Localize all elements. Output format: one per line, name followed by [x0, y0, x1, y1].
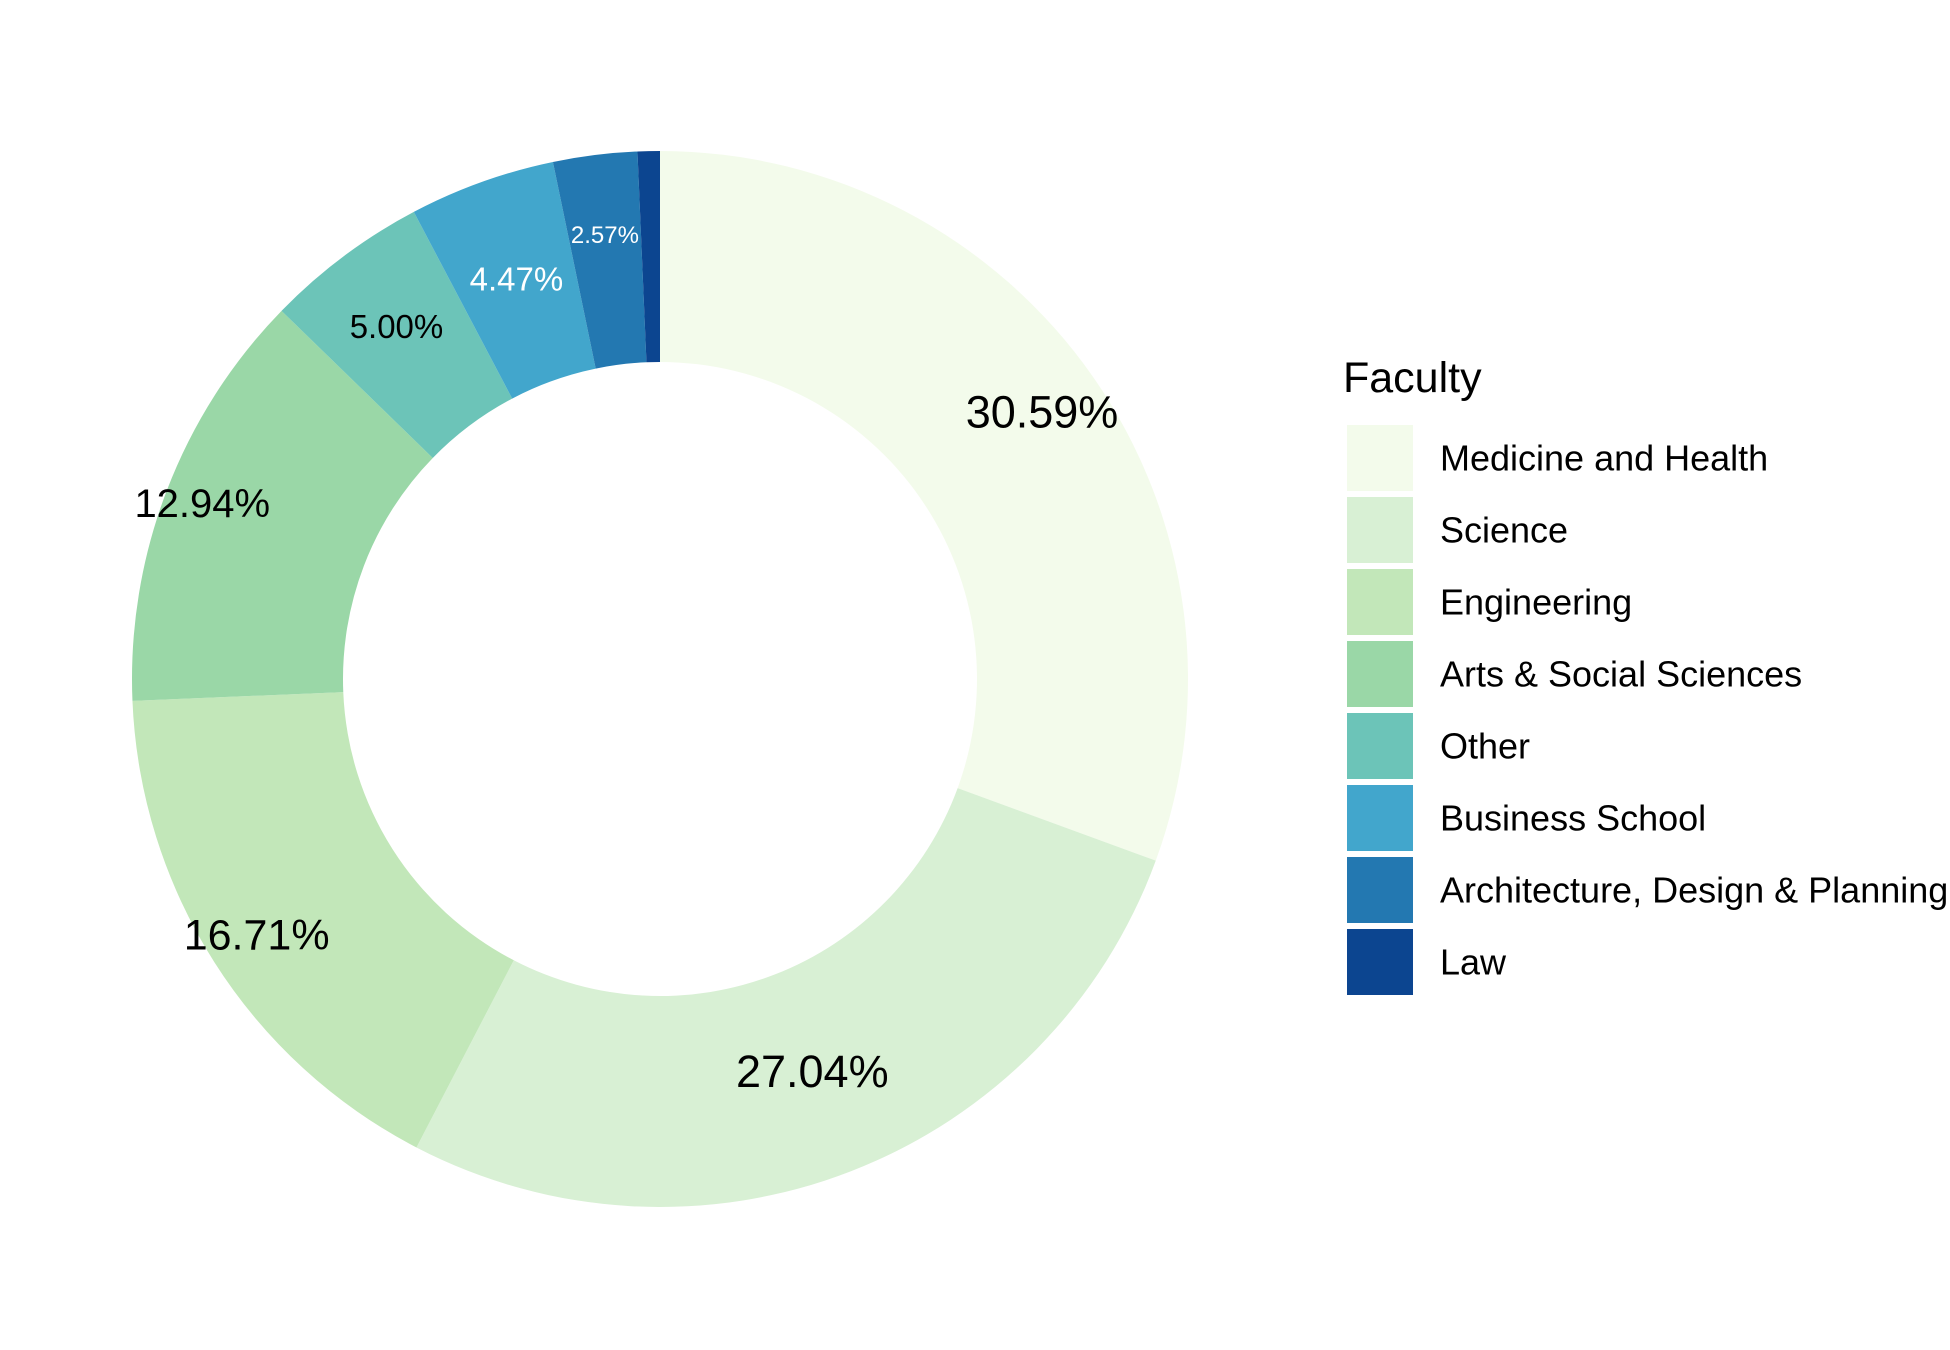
legend-key-medicine-and-health: [1347, 425, 1413, 491]
slice-label-architecture-design-planning: 2.57%: [571, 222, 639, 249]
slice-arts-social-sciences: [132, 310, 433, 701]
slice-architecture-design-planning: [552, 151, 647, 369]
legend-label-arts-social-sciences: Arts & Social Sciences: [1440, 654, 1802, 695]
legend-key-architecture-design-planning: [1347, 857, 1413, 923]
legend-label-law: Law: [1440, 942, 1507, 983]
legend-key-business-school: [1347, 785, 1413, 851]
slice-business-school: [413, 161, 596, 399]
legend-key-other: [1347, 713, 1413, 779]
legend-key-science: [1347, 497, 1413, 563]
slice-label-arts-social-sciences: 12.94%: [134, 482, 270, 526]
slice-medicine-and-health: [660, 151, 1189, 861]
slice-engineering: [132, 692, 514, 1148]
donut-slices: [132, 151, 1189, 1207]
slice-labels: 30.59% 27.04% 16.71% 12.94% 5.00% 4.47% 2.57%: [134, 222, 1118, 1097]
slice-label-business-school: 4.47%: [470, 260, 564, 297]
slice-label-engineering: 16.71%: [184, 912, 330, 960]
slice-law: [637, 151, 660, 363]
legend-title: Faculty: [1343, 354, 1482, 402]
legend-label-engineering: Engineering: [1440, 582, 1632, 623]
legend-label-architecture-design-planning: Architecture, Design & Planning: [1440, 870, 1948, 911]
slice-science: [416, 788, 1156, 1207]
slice-label-science: 27.04%: [736, 1046, 889, 1097]
slice-label-other: 5.00%: [350, 308, 444, 345]
legend: Faculty Medicine and Health Science Engine…: [1343, 354, 1948, 995]
legend-key-engineering: [1347, 569, 1413, 635]
legend-key-arts-social-sciences: [1347, 641, 1413, 707]
legend-label-medicine-and-health: Medicine and Health: [1440, 438, 1768, 479]
legend-label-other: Other: [1440, 726, 1530, 767]
legend-label-science: Science: [1440, 510, 1568, 551]
slice-other: [281, 211, 513, 458]
legend-key-law: [1347, 929, 1413, 995]
slice-label-medicine-and-health: 30.59%: [966, 387, 1119, 438]
legend-label-business-school: Business School: [1440, 798, 1706, 839]
